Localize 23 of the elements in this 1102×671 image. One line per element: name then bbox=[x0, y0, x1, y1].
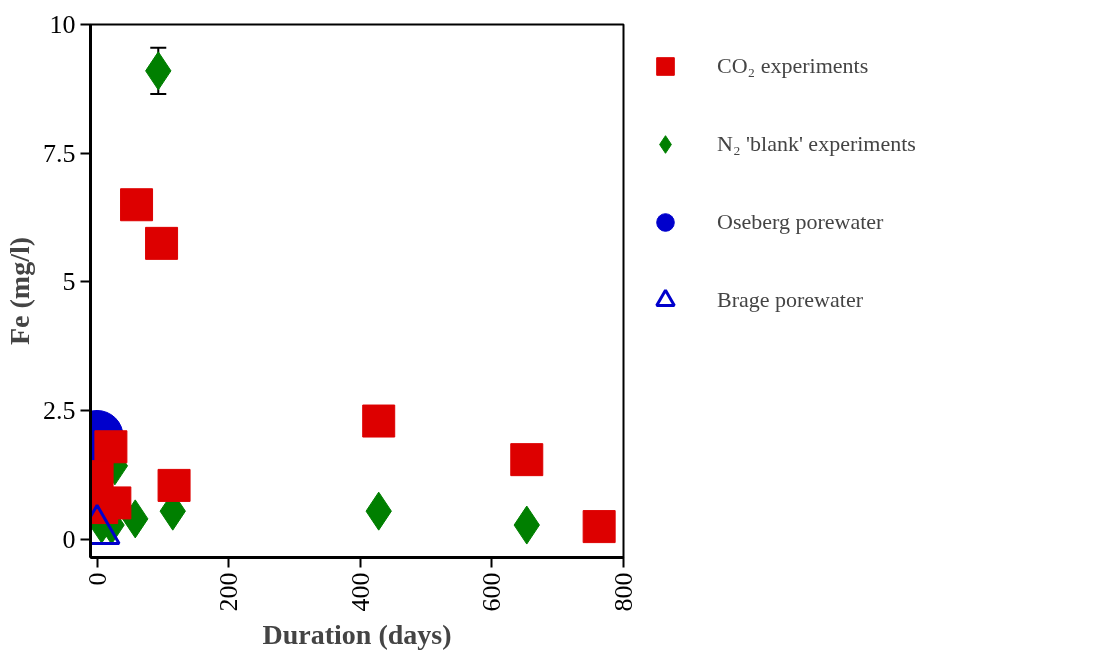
y-axis-title: Fe (mg/l) bbox=[4, 236, 35, 346]
point bbox=[120, 188, 154, 222]
x-tick-label: 0 bbox=[82, 572, 112, 586]
point bbox=[582, 510, 616, 544]
y-tick-label: 2.5 bbox=[43, 396, 76, 426]
point bbox=[362, 404, 396, 438]
x-tick-label: 600 bbox=[477, 572, 507, 612]
y-tick-label: 10 bbox=[49, 10, 76, 39]
point bbox=[157, 468, 191, 502]
y-tick-label: 7.5 bbox=[43, 138, 76, 168]
legend-label: Oseberg porewater bbox=[717, 209, 884, 235]
legend-label: N₂ 'blank' experiments bbox=[717, 131, 916, 157]
x-tick-label: 400 bbox=[345, 572, 375, 612]
legend-label: Brage porewater bbox=[717, 287, 863, 313]
point bbox=[510, 443, 544, 477]
legend-label: CO₂ experiments bbox=[717, 53, 869, 79]
y-tick-label: 5 bbox=[62, 267, 76, 297]
x-tick-label: 800 bbox=[609, 572, 638, 612]
x-axis-title: Duration (days) bbox=[262, 619, 452, 651]
x-tick-label: 200 bbox=[214, 572, 244, 612]
point bbox=[145, 226, 179, 260]
y-tick-label: 0 bbox=[62, 524, 76, 554]
point bbox=[94, 430, 128, 464]
